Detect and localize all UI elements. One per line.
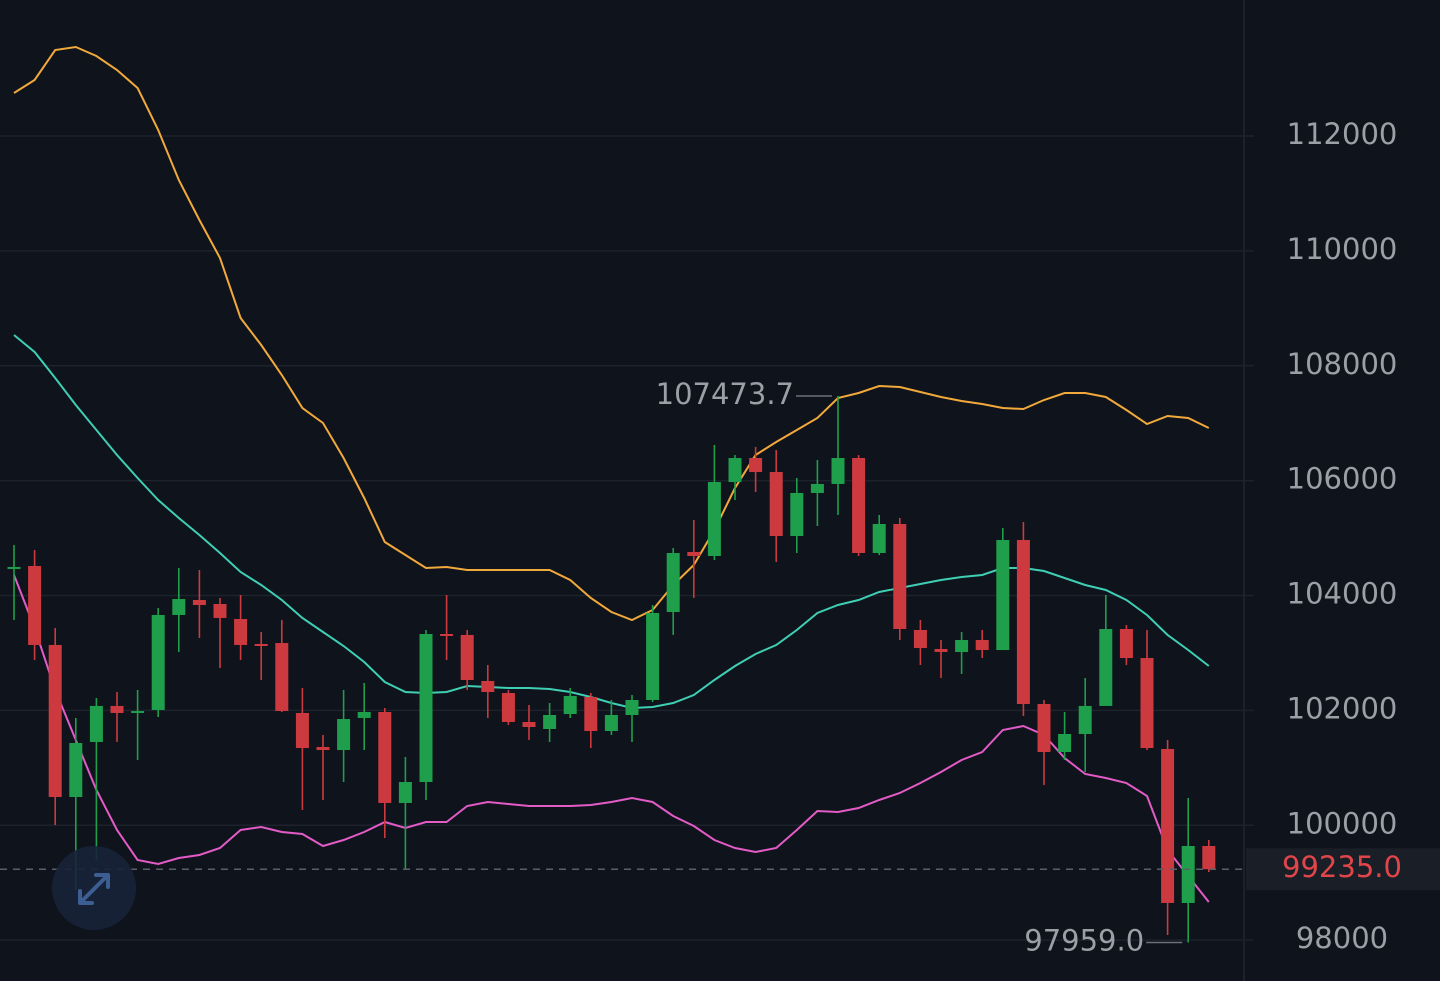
candle-body: [893, 524, 907, 630]
candle-body: [769, 472, 783, 537]
candle-body: [316, 746, 330, 751]
expand-icon[interactable]: [78, 873, 110, 905]
candle-body: [192, 599, 206, 605]
y-tick-label: 98000: [1296, 921, 1388, 955]
candle-body: [831, 458, 845, 484]
candle-body: [295, 712, 309, 749]
candle-body: [749, 458, 763, 473]
candle-body: [913, 629, 927, 649]
y-tick-label: 100000: [1287, 806, 1398, 840]
candle-body: [275, 643, 289, 712]
candle-body: [810, 483, 824, 493]
candle-body: [234, 619, 248, 645]
candle-body: [440, 633, 454, 637]
candle-body: [213, 604, 227, 618]
candle-body: [1037, 704, 1051, 752]
candle-body: [975, 639, 989, 651]
candle-body: [707, 482, 721, 556]
candle-body: [110, 705, 124, 713]
candle-body: [790, 492, 804, 537]
candle-body: [584, 697, 598, 732]
candle-body: [1202, 846, 1216, 870]
candles: [7, 395, 1216, 943]
grid: [0, 135, 1254, 941]
y-tick-label: 106000: [1287, 462, 1398, 496]
last-price-label: 99235.0: [1282, 850, 1402, 884]
candle-body: [728, 458, 742, 483]
candle-body: [687, 551, 701, 556]
y-tick-label: 108000: [1287, 347, 1398, 381]
candle-body: [419, 633, 433, 783]
candle-body: [481, 680, 495, 693]
y-tick-label: 104000: [1287, 577, 1398, 611]
candle-body: [357, 711, 371, 718]
bollinger-band: [13, 45, 1210, 622]
candle-body: [151, 614, 165, 710]
annotation-label: 97959.0: [1024, 923, 1144, 957]
candle-body: [996, 539, 1010, 651]
candle-body: [934, 648, 948, 652]
candle-body: [501, 692, 515, 722]
candle-body: [7, 566, 21, 569]
candle-body: [1078, 705, 1092, 734]
y-tick-label: 112000: [1287, 117, 1398, 151]
candle-body: [872, 524, 886, 554]
candle-body: [522, 721, 536, 727]
candle-body: [1016, 539, 1030, 705]
candle-body: [28, 565, 42, 645]
candle-body: [625, 699, 639, 715]
expand-button[interactable]: [52, 846, 136, 930]
candle-body: [604, 714, 618, 732]
candle-body: [1161, 748, 1175, 903]
bollinger-band: [13, 574, 1210, 903]
annotation-label: 107473.7: [656, 377, 794, 411]
candle-body: [254, 643, 268, 647]
candle-body: [543, 714, 557, 730]
candle-body: [666, 553, 680, 613]
y-tick-label: 110000: [1287, 232, 1398, 266]
candle-body: [460, 634, 474, 681]
candle-body: [89, 705, 103, 742]
candle-body: [563, 695, 577, 715]
candle-body: [48, 644, 62, 798]
candle-body: [955, 639, 969, 652]
candle-body: [69, 743, 83, 798]
candle-body: [172, 599, 186, 615]
candle-body: [378, 711, 392, 803]
candle-body: [398, 782, 412, 803]
last-price-box: [1246, 848, 1440, 891]
overlay: 107473.7 97959.0 99235.0: [0, 377, 1440, 957]
candle-body: [646, 612, 660, 700]
candle-body: [1140, 658, 1154, 749]
candle-body: [1119, 629, 1133, 659]
candle-body: [852, 458, 866, 554]
y-tick-label: 102000: [1287, 691, 1398, 725]
candle-body: [1058, 733, 1072, 752]
candle-body: [1099, 629, 1113, 706]
candle-body: [131, 711, 145, 714]
candle-body: [337, 719, 351, 751]
candle-body: [1181, 846, 1195, 903]
